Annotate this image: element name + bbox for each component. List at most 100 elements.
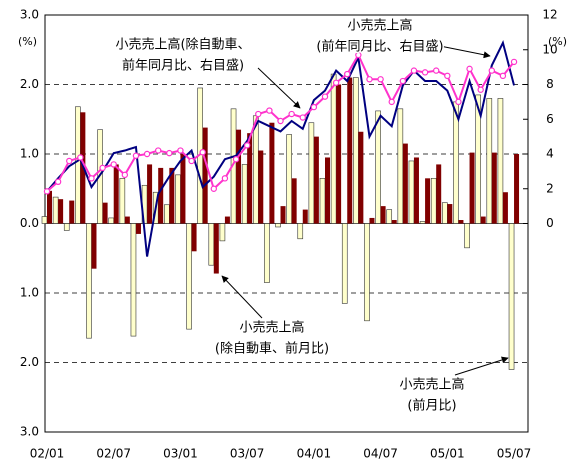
y-tick-label: 0.0 bbox=[20, 216, 39, 230]
y2-tick-label: 8 bbox=[546, 77, 554, 91]
point bbox=[43, 188, 51, 195]
bar bbox=[402, 143, 408, 224]
bar bbox=[119, 178, 126, 224]
bar bbox=[135, 223, 141, 234]
point bbox=[377, 76, 384, 83]
bar bbox=[69, 200, 75, 224]
point bbox=[243, 142, 251, 149]
bar bbox=[425, 178, 431, 224]
y2-tick-label: 10 bbox=[542, 42, 557, 56]
bar bbox=[275, 223, 281, 228]
bar bbox=[497, 98, 504, 224]
bar bbox=[464, 223, 470, 249]
bar bbox=[353, 77, 359, 224]
x-tick-label: 03/01 bbox=[163, 447, 198, 461]
bar bbox=[419, 221, 426, 224]
bar bbox=[325, 157, 330, 224]
x-tick-label: 05/01 bbox=[430, 447, 465, 461]
bar bbox=[447, 204, 453, 224]
point bbox=[310, 103, 318, 111]
bar bbox=[286, 134, 292, 224]
bar bbox=[380, 206, 386, 224]
bar bbox=[52, 196, 59, 224]
y2-tick-label: 6 bbox=[546, 112, 554, 126]
bar bbox=[291, 178, 297, 224]
point bbox=[255, 110, 262, 118]
bar bbox=[130, 223, 137, 337]
point bbox=[366, 76, 373, 83]
annotation: 小売売上高 bbox=[239, 320, 304, 336]
point bbox=[266, 107, 273, 114]
annotation: (除自動車、前月比) bbox=[215, 341, 329, 357]
point bbox=[232, 156, 240, 163]
y-tick-label: 3.0 bbox=[20, 425, 39, 439]
bar bbox=[375, 110, 381, 224]
point bbox=[332, 79, 340, 86]
y2-tick-label: 2 bbox=[546, 181, 554, 195]
bar bbox=[102, 202, 108, 224]
bar bbox=[41, 216, 48, 224]
point bbox=[54, 178, 62, 185]
bar bbox=[247, 133, 253, 224]
bar bbox=[458, 220, 464, 224]
bar bbox=[302, 209, 308, 224]
point bbox=[132, 152, 140, 159]
bar bbox=[313, 136, 319, 224]
bar bbox=[491, 152, 497, 224]
point bbox=[221, 175, 229, 182]
point bbox=[199, 149, 206, 156]
bar bbox=[269, 122, 275, 224]
point bbox=[499, 72, 507, 80]
bar bbox=[486, 98, 493, 224]
arrow bbox=[221, 275, 263, 319]
point bbox=[344, 70, 351, 78]
bar bbox=[264, 223, 270, 283]
x-tick-label: 03/07 bbox=[230, 447, 265, 461]
x-tick-label: 02/01 bbox=[30, 447, 65, 461]
y-tick-label: 1.0 bbox=[20, 147, 39, 161]
x-tick-label: 02/07 bbox=[96, 447, 131, 461]
bar bbox=[186, 223, 192, 330]
point bbox=[188, 157, 195, 165]
bar bbox=[436, 164, 442, 224]
bar bbox=[508, 223, 515, 370]
bar bbox=[369, 217, 375, 224]
y2-tick-label: 0 bbox=[546, 216, 554, 230]
bar bbox=[391, 220, 397, 224]
bar bbox=[169, 167, 175, 224]
arrow bbox=[257, 67, 301, 109]
point bbox=[66, 157, 73, 165]
bar bbox=[191, 223, 197, 252]
bar bbox=[308, 122, 315, 224]
bar bbox=[430, 178, 437, 224]
bar bbox=[180, 154, 186, 224]
bar bbox=[480, 216, 486, 224]
arrow bbox=[439, 45, 491, 59]
bar bbox=[475, 94, 481, 224]
point bbox=[299, 114, 306, 121]
arrow bbox=[454, 356, 509, 376]
point bbox=[433, 67, 440, 74]
bar bbox=[175, 174, 181, 224]
y2-unit: (%) bbox=[548, 35, 567, 48]
bar bbox=[158, 167, 164, 224]
bar bbox=[219, 223, 226, 242]
point bbox=[99, 164, 106, 172]
point bbox=[444, 72, 451, 80]
bar bbox=[347, 77, 353, 224]
point bbox=[121, 171, 129, 179]
x-tick-label: 04/01 bbox=[297, 447, 332, 461]
point bbox=[388, 98, 395, 106]
point bbox=[421, 69, 429, 76]
annotation: 小売売上高(除自動車、 bbox=[115, 37, 250, 53]
point bbox=[166, 149, 173, 157]
x-tick-label: 05/07 bbox=[497, 447, 532, 461]
point bbox=[88, 175, 95, 182]
bar bbox=[258, 150, 264, 224]
bar bbox=[63, 223, 70, 231]
point bbox=[488, 67, 495, 74]
point bbox=[110, 161, 117, 168]
bar bbox=[442, 202, 448, 224]
bar bbox=[113, 164, 119, 224]
y-tick-label: 2.0 bbox=[20, 355, 39, 369]
